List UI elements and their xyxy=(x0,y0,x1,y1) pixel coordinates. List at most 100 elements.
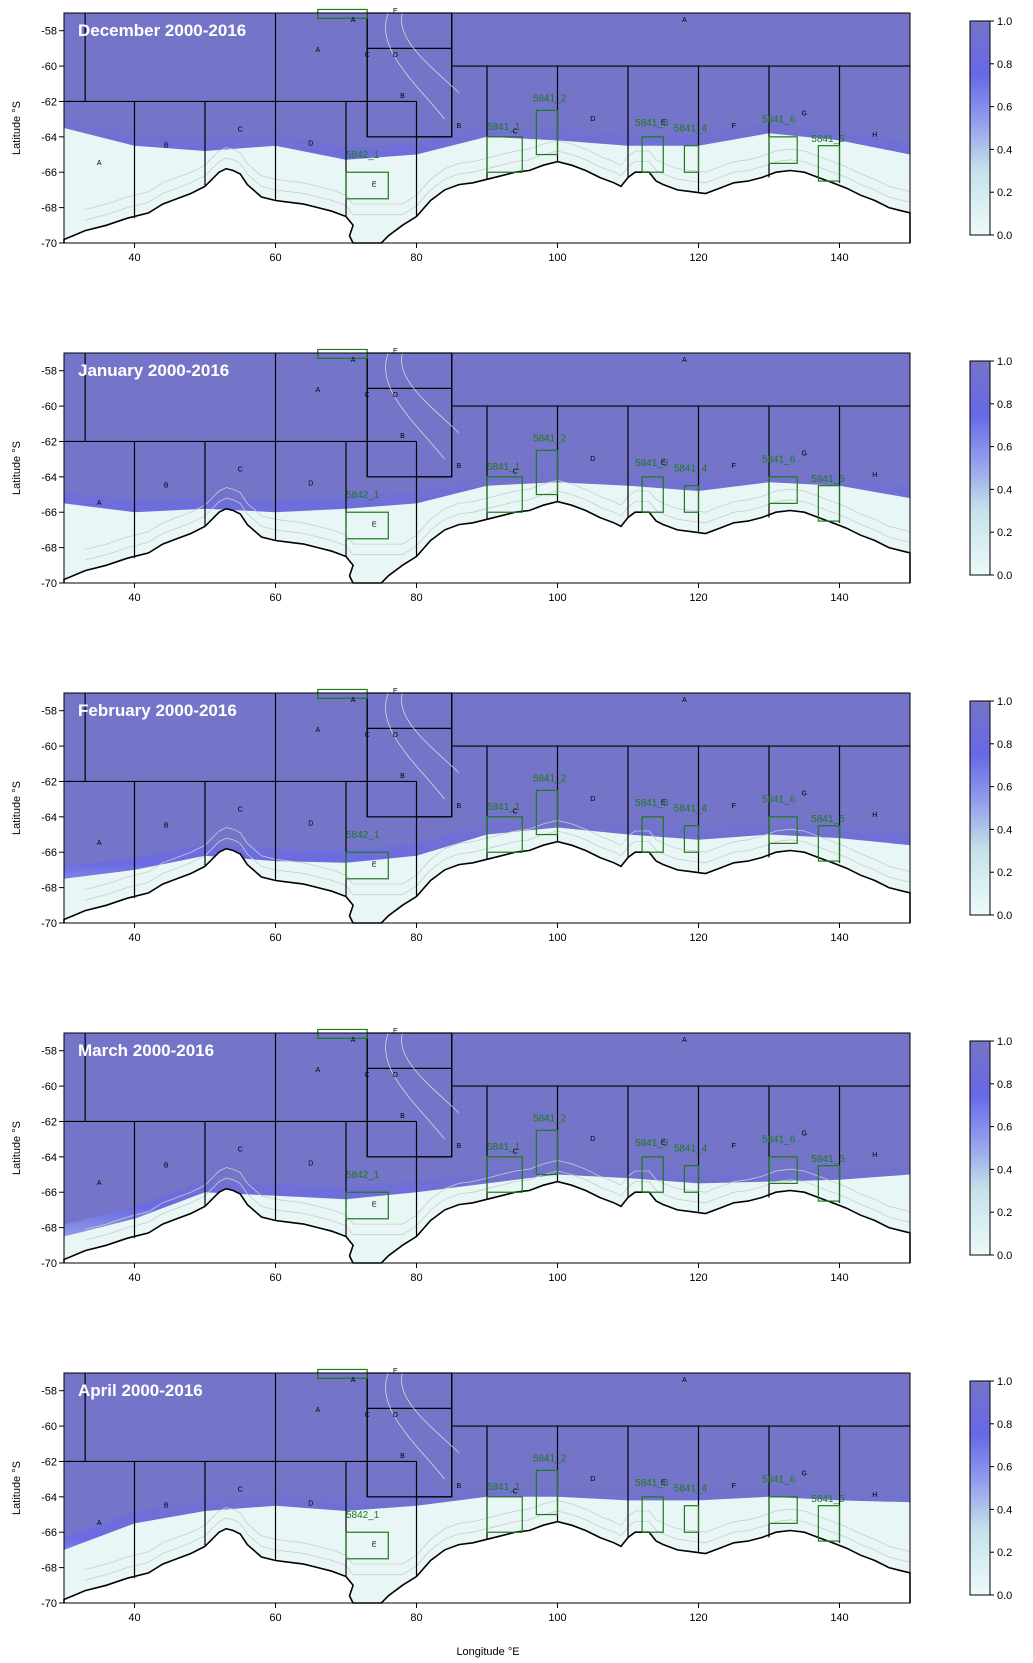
contour xyxy=(401,692,460,773)
ssmu-label: 5841_4 xyxy=(674,804,708,815)
y-tick-label: -68 xyxy=(41,883,57,895)
area-letter: E xyxy=(393,688,398,695)
area-letter: B xyxy=(164,822,169,829)
y-tick-label: -66 xyxy=(41,847,57,859)
plot-frame xyxy=(63,12,911,244)
area-letter: G xyxy=(802,1131,807,1138)
y-tick-label: -60 xyxy=(41,61,57,73)
area-letter: H xyxy=(872,1152,877,1159)
ssmu-boundaries xyxy=(317,1028,841,1220)
area-letter: D xyxy=(590,1476,595,1483)
x-tick-label: 40 xyxy=(128,252,140,264)
x-tick-label: 60 xyxy=(269,1612,281,1624)
x-tick-label: 140 xyxy=(830,252,848,264)
area-letter: E xyxy=(661,799,666,806)
ssmu-label: 5841_3 xyxy=(635,798,669,809)
colorbar-tick-label: 0.0 xyxy=(997,1590,1012,1602)
x-tick-label: 80 xyxy=(410,1272,422,1284)
colorbar-tick-label: 0.0 xyxy=(997,1250,1012,1262)
ssmu-box xyxy=(486,476,523,513)
ssmu-label: 5841_6 xyxy=(762,115,796,126)
area-letter: A xyxy=(351,357,356,364)
y-tick-label: -62 xyxy=(41,436,57,448)
x-tick-label: 40 xyxy=(128,592,140,604)
map-panel: 5842_1 5841_1 5841_2 5841_3 5841_4 5841_6 5841… xyxy=(11,688,1012,944)
x-tick-label: 80 xyxy=(410,1612,422,1624)
area-letter: A xyxy=(315,1067,320,1074)
y-axis-label: Latitude °S xyxy=(11,101,23,155)
ssmu-label: 5841_6 xyxy=(762,455,796,466)
colorbar-tick-label: 0.4 xyxy=(997,824,1012,836)
ssmu-box xyxy=(641,1156,664,1193)
ssmu-label: 5841_4 xyxy=(674,464,708,475)
ssmu-box xyxy=(486,816,523,853)
y-tick-label: -68 xyxy=(41,1563,57,1575)
kerguelen-plateau-contours xyxy=(385,1372,460,1480)
ssmu-label: 5841_5 xyxy=(811,474,845,485)
area-letter: C xyxy=(365,52,370,59)
colorbar-tick-label: 0.2 xyxy=(997,527,1012,539)
ssmu-box xyxy=(317,8,368,19)
colorbar-tick-label: 0.6 xyxy=(997,782,1012,794)
y-tick-label: -68 xyxy=(41,203,57,215)
ssmu-box xyxy=(768,136,798,164)
ssmu-label: 5842_1 xyxy=(346,1510,380,1521)
area-letter: A xyxy=(97,840,102,847)
colorbar-tick-label: 0.8 xyxy=(997,1419,1012,1431)
colorbar-tick-label: 1.0 xyxy=(997,356,1012,368)
plot-frame xyxy=(63,1372,911,1604)
y-tick-label: -58 xyxy=(41,706,57,718)
area-letter: D xyxy=(308,1501,313,1508)
ssmu-box xyxy=(535,109,559,156)
ssmu-box xyxy=(641,476,664,513)
antarctic-continent xyxy=(64,161,910,243)
x-tick-label: 100 xyxy=(548,592,566,604)
contour xyxy=(385,12,446,120)
area-letter: E xyxy=(661,459,666,466)
colorbar-tick-label: 1.0 xyxy=(997,16,1012,28)
colorbar xyxy=(969,1040,991,1256)
x-tick-label: 60 xyxy=(269,1272,281,1284)
area-letter: A xyxy=(97,1180,102,1187)
area-letter: C xyxy=(238,1487,243,1494)
y-tick-label: -68 xyxy=(41,543,57,555)
ssmu-label: 5841_6 xyxy=(762,1135,796,1146)
y-axis-label: Latitude °S xyxy=(11,1461,23,1515)
area-letter: C xyxy=(513,1148,518,1155)
area-letter: E xyxy=(661,1479,666,1486)
area-letter: C xyxy=(365,732,370,739)
x-tick-label: 120 xyxy=(689,252,707,264)
colorbar-tick-label: 0.2 xyxy=(997,1547,1012,1559)
colorbar-tick-label: 0.8 xyxy=(997,59,1012,71)
y-axis-label: Latitude °S xyxy=(11,781,23,835)
y-tick-label: -66 xyxy=(41,507,57,519)
area-letter: B xyxy=(456,463,461,470)
ssmu-label: 5841_1 xyxy=(487,462,521,473)
area-letter: G xyxy=(802,1471,807,1478)
ssmu-box xyxy=(683,1165,700,1193)
y-tick-label: -70 xyxy=(41,1598,57,1610)
ssmu-label: 5841_2 xyxy=(533,1113,567,1124)
colorbar-tick-label: 0.0 xyxy=(997,570,1012,582)
colorbar-tick-label: 0.2 xyxy=(997,867,1012,879)
area-letter: A xyxy=(97,1520,102,1527)
colorbar-tick-label: 0.4 xyxy=(997,1164,1012,1176)
panel-title: March 2000-2016 xyxy=(78,1041,214,1060)
colorbar-tick-label: 0.2 xyxy=(997,1207,1012,1219)
x-tick-label: 120 xyxy=(689,932,707,944)
contour xyxy=(401,1372,460,1453)
ssmu-boundaries xyxy=(317,1368,841,1560)
colorbar-tick-label: 0.8 xyxy=(997,399,1012,411)
y-tick-label: -66 xyxy=(41,167,57,179)
contour xyxy=(385,692,446,800)
area-letter: E xyxy=(393,8,398,15)
area-letter: D xyxy=(393,52,398,59)
area-letter: A xyxy=(351,1377,356,1384)
ssmu-box xyxy=(345,1191,389,1220)
area-letter: D xyxy=(590,796,595,803)
kerguelen-plateau-contours xyxy=(385,12,460,120)
x-tick-label: 140 xyxy=(830,1272,848,1284)
colorbar-tick-label: 0.8 xyxy=(997,739,1012,751)
contour xyxy=(385,1372,446,1480)
ssmu-label: 5841_2 xyxy=(533,93,567,104)
